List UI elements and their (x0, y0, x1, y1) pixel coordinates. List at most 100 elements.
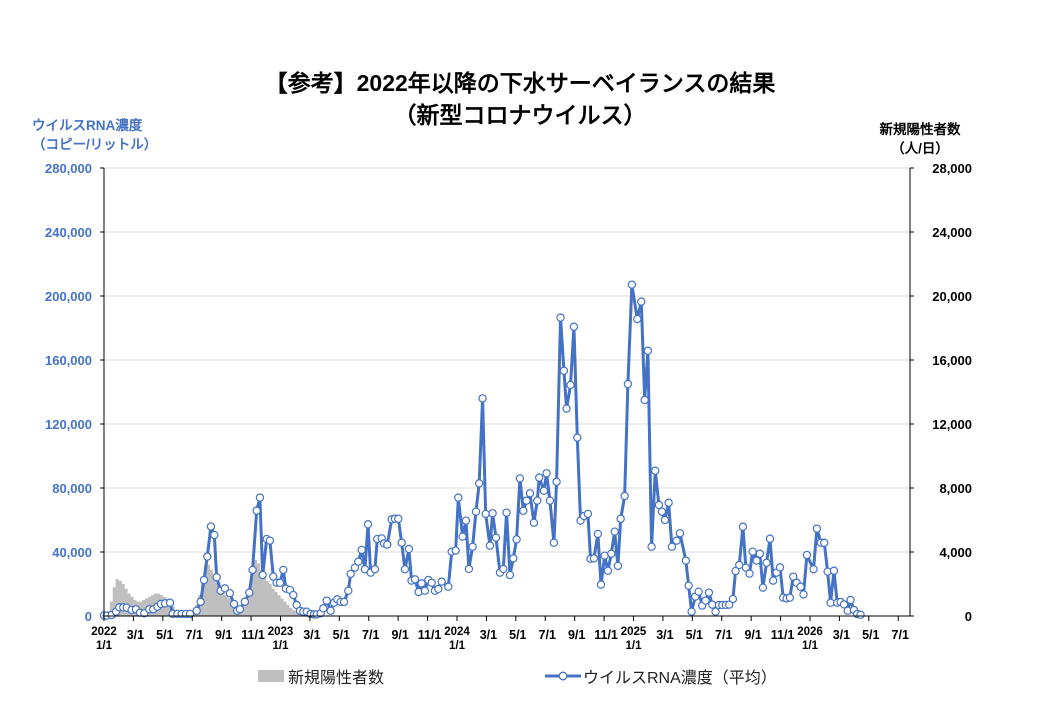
bar-new-cases (265, 580, 269, 616)
left-axis-title: ウイルスRNA濃度 （コピー/リットル） (32, 116, 157, 154)
rna-data-point (344, 586, 353, 595)
rna-data-point (444, 582, 453, 591)
rna-data-point (400, 565, 410, 574)
chart-title: 【参考】2022年以降の下水サーベイランスの結果 (264, 70, 776, 96)
rna-data-point (738, 522, 748, 531)
rna-data-point (220, 584, 230, 593)
rna-data-point (607, 549, 616, 558)
bar-new-cases (283, 601, 287, 616)
x-axis-tick-label: 1/1 (625, 640, 642, 652)
chart-subtitle: （新型コロナウイルス） (393, 102, 647, 128)
x-axis-tick-label: 7/1 (715, 628, 732, 642)
rna-data-point (471, 507, 481, 516)
x-axis-tick-label: 3/1 (127, 628, 144, 642)
rna-data-point (799, 590, 808, 599)
bar-new-cases (206, 564, 211, 616)
rna-data-point (660, 515, 670, 525)
bar-new-cases (289, 608, 293, 616)
rna-data-point (383, 540, 392, 549)
rna-data-point (569, 322, 579, 331)
rna-data-point (165, 598, 175, 607)
left-axis-title-line1: ウイルスRNA濃度 (32, 118, 143, 133)
x-axis-tick-label: 1/1 (96, 640, 113, 652)
rna-data-point (279, 565, 288, 575)
x-axis-tick-label: 7/1 (362, 628, 379, 642)
legend-item-new-cases: 新規陽性者数 (258, 664, 384, 688)
rna-data-point (675, 529, 685, 538)
rna-data-point (640, 395, 649, 405)
rna-data-point (613, 561, 623, 571)
rna-data-point (206, 522, 216, 531)
bar-new-cases (259, 569, 263, 616)
left-axis-tick-label: 40,000 (52, 545, 92, 560)
x-axis-tick-label: 1/1 (802, 640, 819, 652)
bar-new-cases (230, 603, 234, 616)
bar-new-cases (295, 612, 299, 616)
right-axis-title-line2: （人/日） (891, 141, 949, 156)
rna-data-point (566, 380, 575, 390)
rna-data-point (203, 552, 212, 561)
rna-data-point (829, 566, 839, 575)
right-axis-tick-label: 4,000 (939, 545, 972, 560)
x-axis-tick-label: 11/1 (594, 628, 618, 642)
rna-data-point (654, 500, 664, 510)
right-axis-title-line1: 新規陽性者数 (879, 122, 961, 137)
rna-data-point (258, 570, 267, 580)
x-axis-tick-label: 3/1 (480, 628, 497, 642)
left-axis-tick-label: 80,000 (52, 481, 92, 496)
bar-new-cases (242, 606, 246, 616)
legend-bar-swatch (258, 670, 284, 682)
rna-data-point (687, 607, 696, 616)
x-axis-tick-label: 11/1 (418, 628, 442, 642)
rna-data-point (509, 554, 518, 563)
bar-new-cases (203, 564, 208, 616)
right-axis-tick-label: 28,000 (932, 161, 972, 176)
rna-data-point (319, 604, 328, 613)
x-axis-year-label: 2023 (268, 626, 294, 638)
rna-data-point (235, 605, 245, 614)
x-axis-year-label: 2024 (444, 626, 470, 638)
bar-new-cases (256, 563, 261, 616)
rna-data-point (562, 404, 571, 413)
x-axis-tick-label: 11/1 (241, 628, 265, 642)
rna-data-point (748, 547, 757, 556)
rna-data-point (701, 596, 710, 605)
rna-data-point (752, 556, 761, 565)
right-axis-tick-label: 0 (965, 609, 972, 624)
rna-data-point (633, 314, 642, 324)
rna-data-point (839, 600, 849, 609)
rna-data-point (589, 554, 599, 563)
left-axis-tick-label: 0 (85, 609, 92, 624)
rna-data-point (248, 565, 257, 575)
legend-label-rna: ウイルスRNA濃度（平均） (583, 670, 777, 687)
bar-new-cases (253, 560, 258, 616)
rna-data-point (616, 514, 625, 523)
x-axis-year-label: 2025 (621, 626, 647, 638)
rna-data-point (240, 597, 250, 606)
rna-data-point (451, 546, 460, 555)
x-axis-tick-label: 5/1 (156, 628, 173, 642)
rna-data-point (539, 486, 549, 495)
right-axis-tick-label: 24,000 (932, 225, 972, 240)
x-axis-tick-label: 1/1 (272, 640, 289, 652)
x-axis-tick-label: 9/1 (391, 628, 408, 642)
x-axis-year-label: 2026 (797, 626, 823, 638)
rna-data-point (552, 477, 561, 486)
x-axis-tick-label: 5/1 (862, 628, 879, 642)
x-axis-tick-label: 3/1 (303, 628, 320, 642)
rna-data-point (519, 506, 528, 515)
rna-data-point (225, 589, 235, 598)
right-axis-title: 新規陽性者数 （人/日） (870, 120, 970, 158)
rna-data-point (478, 394, 487, 403)
left-axis-tick-label: 240,000 (45, 225, 92, 240)
rna-data-point (627, 280, 637, 289)
rna-data-point (542, 469, 551, 478)
rna-data-point (533, 496, 542, 505)
bar-new-cases (212, 576, 216, 616)
x-axis-tick-label: 7/1 (186, 628, 203, 642)
rna-data-point (731, 566, 740, 576)
right-axis-tick-label: 8,000 (939, 481, 972, 496)
rna-data-point (468, 542, 477, 551)
rna-data-point (437, 577, 446, 586)
